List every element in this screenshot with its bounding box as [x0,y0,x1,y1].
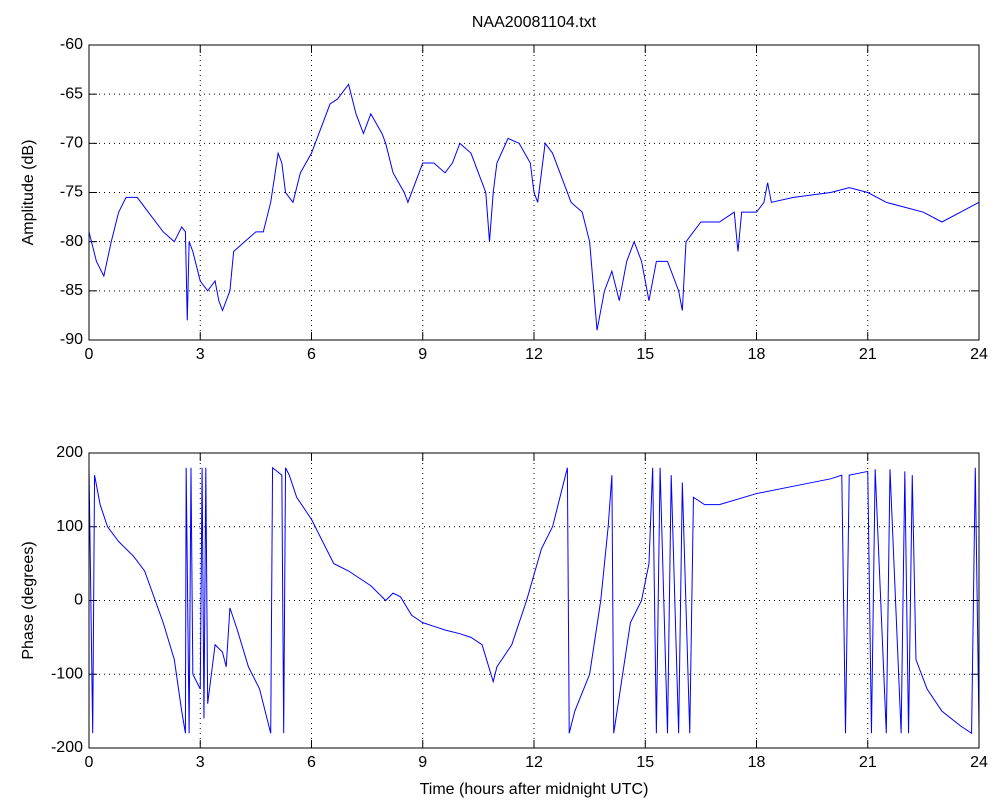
x-tick-label: 3 [196,754,205,771]
chart-title: NAA20081104.txt [472,14,597,31]
x-tick-label: 9 [418,346,427,363]
y-tick-label: 100 [56,518,83,535]
y-tick-label: -75 [60,184,83,201]
y-tick-label: -60 [60,36,83,53]
x-tick-label: 15 [636,754,654,771]
y-tick-label: 200 [56,444,83,461]
x-tick-label: 0 [85,346,94,363]
y-tick-label: -200 [51,739,83,756]
x-tick-label: 3 [196,346,205,363]
x-tick-label: 18 [748,754,766,771]
x-tick-label: 0 [85,754,94,771]
data-line [88,466,980,735]
x-tick-label: 6 [307,346,316,363]
y-tick-label: 0 [74,592,83,609]
x-tick-label: 21 [859,754,877,771]
axes-frame [88,452,980,749]
x-axis-label: Time (hours after midnight UTC) [420,781,649,798]
axes-frame [88,44,980,341]
x-tick-label: 6 [307,754,316,771]
y-axis-label: Amplitude (dB) [20,140,37,246]
y-axis-label: Phase (degrees) [20,541,37,659]
x-tick-label: 12 [525,754,543,771]
data-line [88,83,980,331]
y-tick-label: -90 [60,331,83,348]
y-tick-label: -65 [60,85,83,102]
y-tick-label: -70 [60,135,83,152]
y-tick-label: -100 [51,665,83,682]
y-tick-label: -85 [60,282,83,299]
x-tick-label: 18 [748,346,766,363]
x-tick-label: 24 [970,346,988,363]
x-tick-label: 9 [418,754,427,771]
x-tick-label: 15 [636,346,654,363]
x-tick-label: 24 [970,754,988,771]
x-tick-label: 21 [859,346,877,363]
x-tick-label: 12 [525,346,543,363]
y-tick-label: -80 [60,233,83,250]
